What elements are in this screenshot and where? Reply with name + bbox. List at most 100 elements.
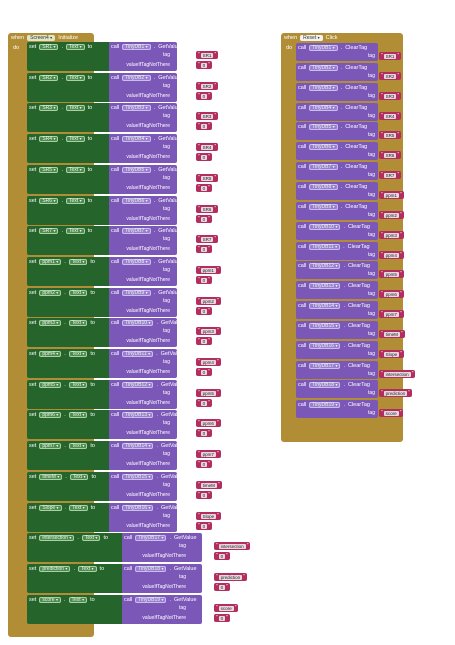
tinydb-dropdown[interactable]: TinyDB15 ▾ [122, 473, 154, 480]
tag-value[interactable]: “score” [379, 409, 404, 417]
tag-value[interactable]: “SR7” [196, 235, 219, 243]
tag-value[interactable]: “SR3” [196, 112, 219, 120]
tinydb-dropdown[interactable]: TinyDB4 ▾ [122, 135, 151, 142]
default-value[interactable]: “0” [196, 153, 212, 161]
label-dropdown[interactable]: SR3 ▾ [39, 104, 59, 111]
default-value[interactable]: “0” [196, 522, 212, 530]
label-dropdown[interactable]: SR1 ▾ [39, 43, 59, 50]
text-property-dropdown[interactable]: Text ▾ [68, 381, 88, 388]
tag-value[interactable]: “SR7” [379, 171, 402, 179]
tag-value[interactable]: “SR5” [196, 174, 219, 182]
label-dropdown[interactable]: SR7 ▾ [39, 227, 59, 234]
tinydb-dropdown[interactable]: TinyDB10 ▾ [122, 319, 154, 326]
tag-value[interactable]: “ppm1” [196, 266, 221, 274]
tag-value[interactable]: “ppm6” [379, 290, 404, 298]
tag-value[interactable]: “ppm3” [196, 327, 221, 335]
tag-value[interactable]: “ppm1” [379, 191, 404, 199]
default-value[interactable]: “0” [196, 368, 212, 376]
tinydb-dropdown[interactable]: TinyDB14 ▾ [309, 302, 341, 309]
tag-value[interactable]: “SR6” [196, 205, 219, 213]
text-property-dropdown[interactable]: Text ▾ [69, 473, 89, 480]
tag-value[interactable]: “intersection” [214, 542, 251, 550]
default-value[interactable]: “0” [196, 429, 212, 437]
text-property-dropdown[interactable]: Text ▾ [68, 350, 88, 357]
text-property-dropdown[interactable]: Text ▾ [68, 442, 88, 449]
label-dropdown[interactable]: SR6 ▾ [39, 197, 59, 204]
tag-value[interactable]: “prediction” [379, 389, 412, 397]
tag-value[interactable]: “ppm4” [196, 358, 221, 366]
tinydb-dropdown[interactable]: TinyDB2 ▾ [122, 74, 151, 81]
tinydb-dropdown[interactable]: TinyDB7 ▾ [122, 227, 151, 234]
tinydb-dropdown[interactable]: TinyDB18 ▾ [135, 565, 167, 572]
tinydb-dropdown[interactable]: TinyDB13 ▾ [309, 282, 341, 289]
label-dropdown[interactable]: ppm5 ▾ [39, 381, 62, 388]
label-dropdown[interactable]: SR5 ▾ [39, 166, 59, 173]
tag-value[interactable]: “ppm2” [379, 211, 404, 219]
tinydb-dropdown[interactable]: TinyDB5 ▾ [309, 123, 338, 130]
tinydb-dropdown[interactable]: TinyDB8 ▾ [122, 258, 151, 265]
text-property-dropdown[interactable]: Text ▾ [68, 258, 88, 265]
tinydb-dropdown[interactable]: TinyDB1 ▾ [122, 43, 151, 50]
text-property-dropdown[interactable]: Text ▾ [68, 596, 88, 603]
tinydb-dropdown[interactable]: TinyDB1 ▾ [309, 44, 338, 51]
tinydb-dropdown[interactable]: TinyDB11 ▾ [122, 350, 154, 357]
label-dropdown[interactable]: Slope ▾ [39, 504, 62, 511]
label-dropdown[interactable]: ppm4 ▾ [39, 350, 62, 357]
tinydb-dropdown[interactable]: TinyDB16 ▾ [122, 504, 154, 511]
tinydb-dropdown[interactable]: TinyDB12 ▾ [122, 381, 154, 388]
default-value[interactable]: “0” [196, 399, 212, 407]
tag-value[interactable]: “SR6” [379, 151, 402, 159]
default-value[interactable]: “0” [196, 307, 212, 315]
default-value[interactable]: “0” [214, 552, 230, 560]
tinydb-dropdown[interactable]: TinyDB13 ▾ [122, 411, 154, 418]
default-value[interactable]: “0” [214, 614, 230, 622]
tinydb-dropdown[interactable]: TinyDB19 ▾ [135, 596, 167, 603]
default-value[interactable]: “0” [196, 184, 212, 192]
default-value[interactable]: “0” [196, 491, 212, 499]
tinydb-dropdown[interactable]: TinyDB3 ▾ [122, 104, 151, 111]
text-property-dropdown[interactable]: Text ▾ [68, 411, 88, 418]
default-value[interactable]: “0” [196, 215, 212, 223]
tag-value[interactable]: “ppm6” [196, 419, 221, 427]
tinydb-dropdown[interactable]: TinyDB6 ▾ [309, 143, 338, 150]
tinydb-dropdown[interactable]: TinyDB9 ▾ [122, 289, 151, 296]
tag-value[interactable]: “ppm2” [196, 297, 221, 305]
tag-value[interactable]: “intersection” [379, 370, 416, 378]
label-dropdown[interactable]: score ▾ [39, 596, 61, 603]
tinydb-dropdown[interactable]: TinyDB10 ▾ [309, 223, 341, 230]
default-value[interactable]: “0” [196, 245, 212, 253]
tinydb-dropdown[interactable]: TinyDB16 ▾ [309, 342, 341, 349]
tinydb-dropdown[interactable]: TinyDB9 ▾ [309, 203, 338, 210]
tag-value[interactable]: “timeM” [379, 330, 405, 338]
text-property-dropdown[interactable]: Text ▾ [66, 197, 85, 204]
tinydb-dropdown[interactable]: TinyDB17 ▾ [135, 534, 167, 541]
label-dropdown[interactable]: ppm3 ▾ [39, 319, 62, 326]
text-property-dropdown[interactable]: Text ▾ [66, 74, 85, 81]
default-value[interactable]: “0” [196, 122, 212, 130]
default-value[interactable]: “0” [196, 92, 212, 100]
tinydb-dropdown[interactable]: TinyDB4 ▾ [309, 104, 338, 111]
default-value[interactable]: “0” [196, 276, 212, 284]
tag-value[interactable]: “Slope” [196, 512, 221, 520]
text-property-dropdown[interactable]: Text ▾ [66, 227, 85, 234]
tag-value[interactable]: “SR4” [196, 143, 219, 151]
text-property-dropdown[interactable]: Text ▾ [81, 534, 101, 541]
text-property-dropdown[interactable]: Text ▾ [69, 504, 88, 511]
tinydb-dropdown[interactable]: TinyDB3 ▾ [309, 84, 338, 91]
tinydb-dropdown[interactable]: TinyDB8 ▾ [309, 183, 338, 190]
tinydb-dropdown[interactable]: TinyDB18 ▾ [309, 381, 341, 388]
tag-value[interactable]: “SR2” [379, 72, 402, 80]
default-value[interactable]: “0” [196, 337, 212, 345]
label-dropdown[interactable]: SR4 ▾ [39, 135, 59, 142]
tag-value[interactable]: “ppm7” [196, 450, 221, 458]
tag-value[interactable]: “ppm7” [379, 310, 404, 318]
label-dropdown[interactable]: timeM ▾ [39, 473, 63, 480]
tag-value[interactable]: “SR1” [196, 51, 219, 59]
tinydb-dropdown[interactable]: TinyDB7 ▾ [309, 163, 338, 170]
text-property-dropdown[interactable]: Text ▾ [66, 43, 85, 50]
label-dropdown[interactable]: ppm6 ▾ [39, 411, 62, 418]
tinydb-dropdown[interactable]: TinyDB19 ▾ [309, 401, 341, 408]
tag-value[interactable]: “SR3” [379, 92, 402, 100]
tag-value[interactable]: “SR1” [379, 52, 402, 60]
label-dropdown[interactable]: prediction ▾ [39, 565, 71, 572]
